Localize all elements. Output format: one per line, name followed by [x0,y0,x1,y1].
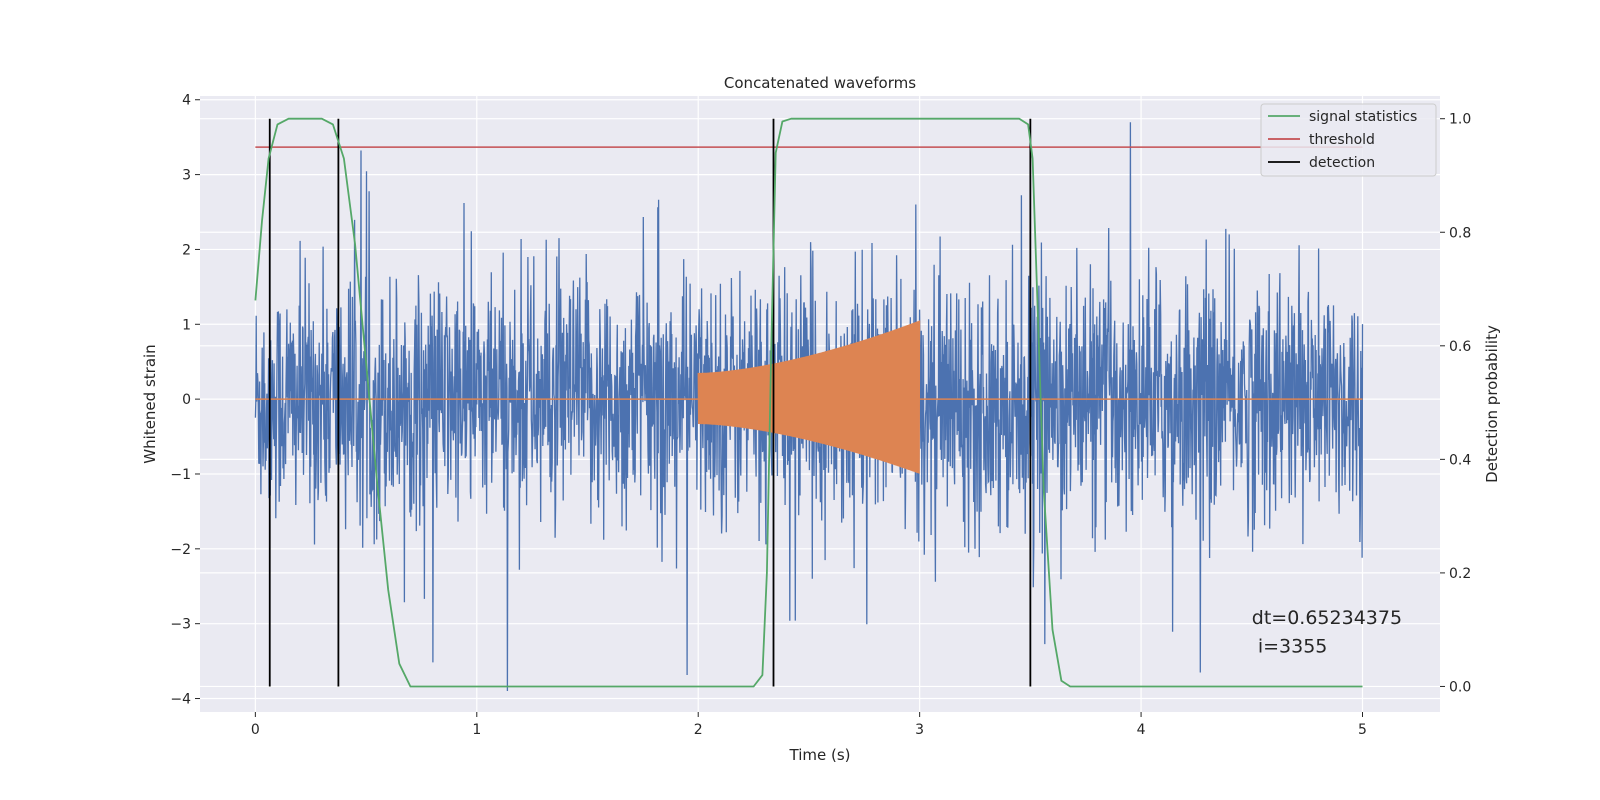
signal-chirp [697,320,921,474]
injected-signal-series [255,320,1363,474]
y-tick-label: −3 [170,617,191,633]
y2-tick-label: 0.6 [1449,339,1471,355]
y-tick-label: −2 [170,542,191,558]
x-tick-label: 2 [694,722,703,738]
y-tick-label: 0 [182,392,191,408]
y2-tick-label: 0.4 [1449,452,1471,468]
legend-signal-statistics-label: signal statistics [1309,109,1417,125]
legend-detection-label: detection [1309,155,1375,171]
tick-labels: 0 1 2 3 4 5 −4 −3 −2 −1 0 1 2 3 4 0.0 0.2 0.4 0.6 0.8 1.0 [170,93,1471,738]
y-tick-label: 2 [182,242,191,258]
y2-tick-label: 1.0 [1449,112,1471,128]
y-tick-label: 3 [182,168,191,184]
y-tick-label: −4 [170,692,191,708]
y-axis-label: Whitened strain [141,344,159,463]
legend: signal statistics threshold detection [1260,103,1437,177]
annotation-dt: dt=0.65234375 [1252,607,1402,629]
x-tick-label: 1 [472,722,481,738]
y-tick-label: 4 [182,93,191,109]
y2-tick-label: 0.8 [1449,225,1471,241]
y2-tick-label: 0.0 [1449,679,1471,695]
legend-threshold-label: threshold [1309,132,1375,148]
x-tick-label: 4 [1137,722,1146,738]
y2-tick-label: 0.2 [1449,566,1471,582]
signal-statistics-line [254,117,1363,688]
y-tick-label: −1 [170,467,191,483]
x-tick-label: 0 [251,722,260,738]
x-tick-label: 5 [1358,722,1367,738]
y-tick-label: 1 [182,317,191,333]
y2-axis-label: Detection probability [1483,325,1501,483]
annotation-i: i=3355 [1252,635,1328,657]
chart-title: Concatenated waveforms [724,74,916,92]
overlay-lines [254,117,1363,688]
legend-frame [1260,103,1437,177]
x-tick-label: 3 [915,722,924,738]
x-axis-label: Time (s) [789,746,851,764]
